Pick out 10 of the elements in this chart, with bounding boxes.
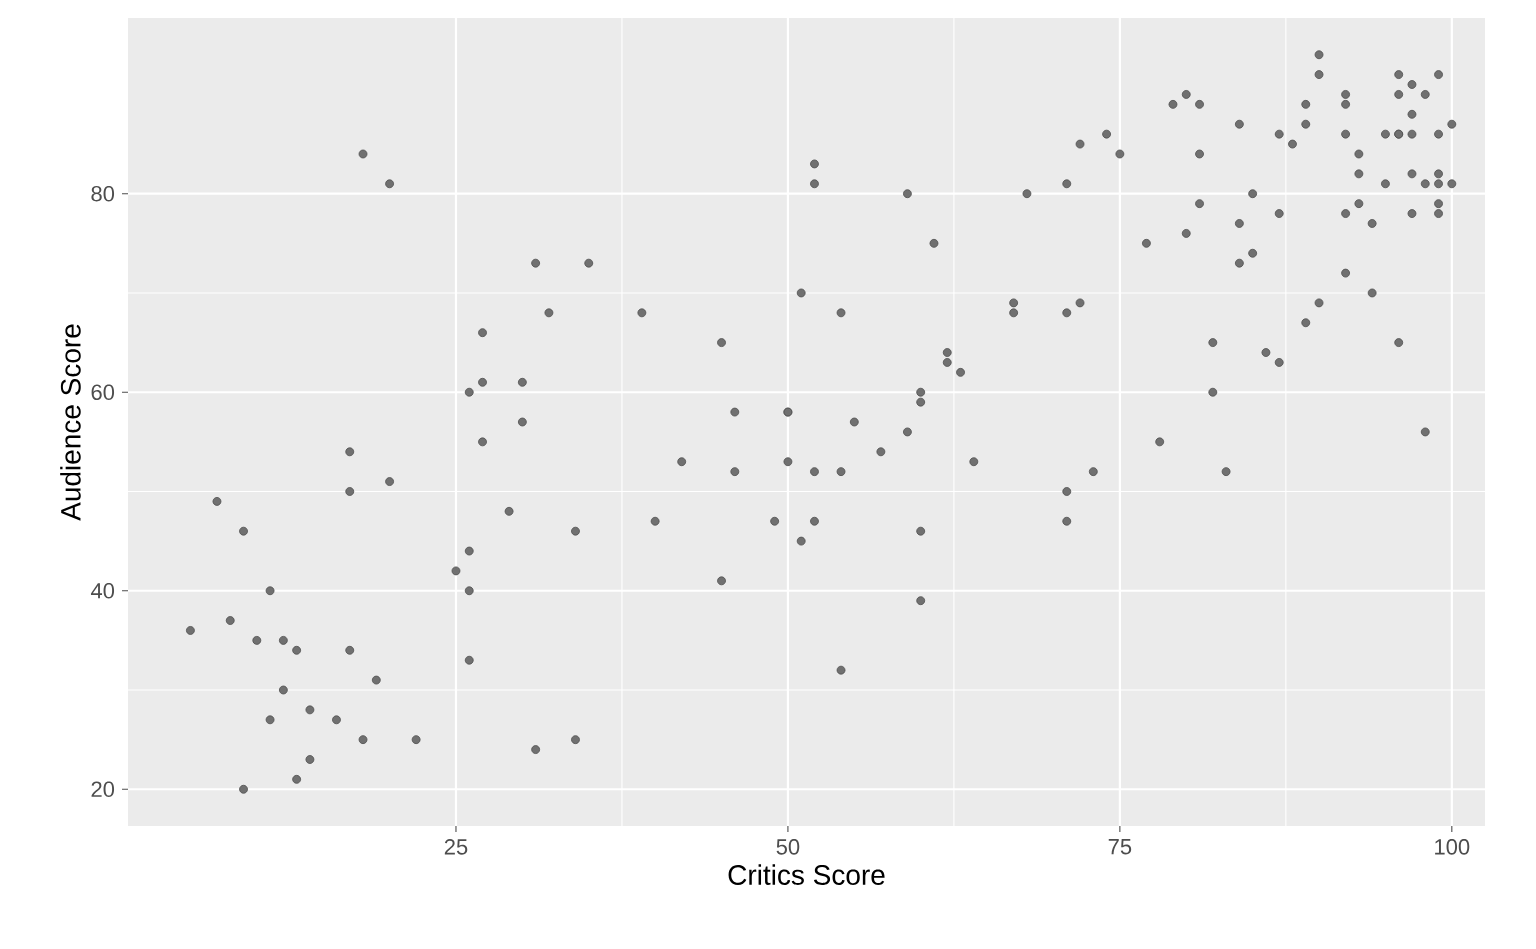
x-tick-label: 100	[1435, 839, 1470, 855]
x-axis-title: Critics Score	[728, 864, 885, 885]
y-axis-title: Audience Score	[60, 324, 81, 521]
y-tick-label: 80	[91, 185, 115, 202]
x-tick-label: 25	[444, 839, 468, 855]
y-tick-label: 20	[91, 781, 115, 798]
x-tick-label: 75	[1108, 839, 1132, 855]
x-tick-label: 50	[776, 839, 800, 855]
y-tick-label: 60	[91, 384, 115, 401]
y-tick-label: 40	[90, 582, 115, 599]
